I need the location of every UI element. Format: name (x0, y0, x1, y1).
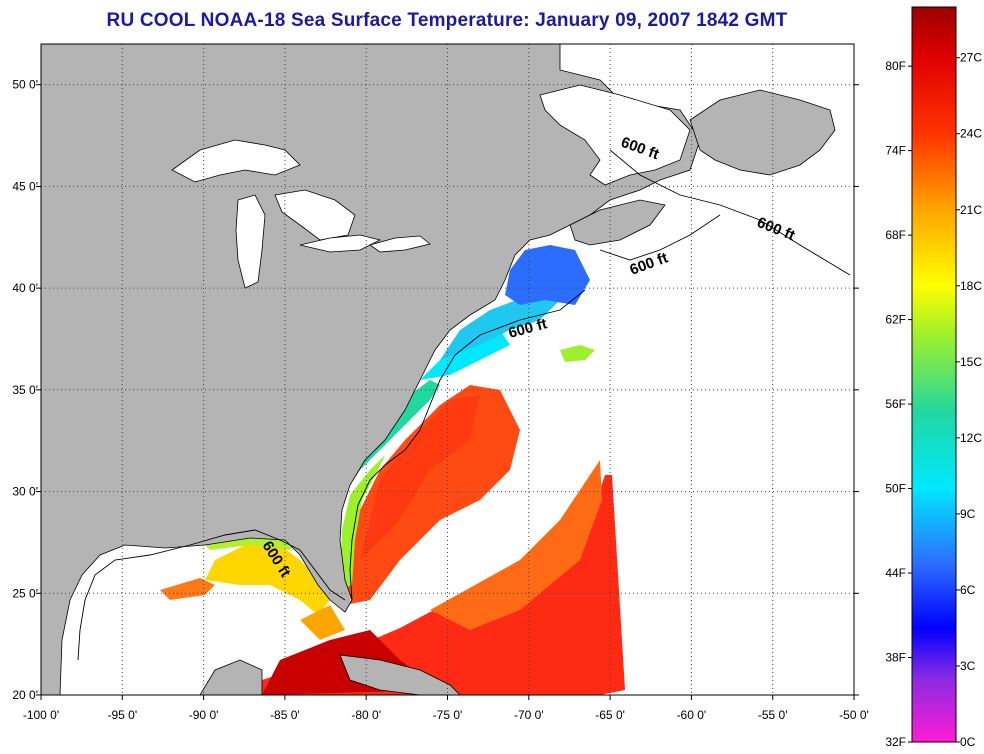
sst-gulf-mexico-orange (160, 578, 215, 600)
fahrenheit-label: 80F (885, 59, 906, 73)
cuba (339, 654, 461, 695)
longitude-axis: -100 0' -95 0' -90 0' -85 0' -80 0' -75 0' -70… (23, 695, 869, 722)
fahrenheit-label: 68F (885, 228, 906, 242)
celsius-label: 9C (960, 507, 976, 521)
sst-caribbean-north (262, 475, 625, 695)
lake-erie (299, 234, 382, 253)
lake-huron (274, 189, 356, 241)
x-tick-label: -100 0' (23, 708, 59, 722)
gridlines (41, 44, 854, 695)
sst-cape-hatteras (420, 330, 510, 380)
great-lakes (171, 84, 691, 289)
north-america-land (41, 44, 701, 695)
fahrenheit-label: 56F (885, 397, 906, 411)
yucatan (199, 659, 263, 695)
x-tick-label: -75 0' (433, 708, 463, 722)
x-tick-label: -90 0' (189, 708, 219, 722)
x-tick-label: -55 0' (758, 708, 788, 722)
fahrenheit-label: 44F (885, 566, 906, 580)
x-tick-label: -50 0' (839, 708, 869, 722)
sst-gulf-stream (345, 385, 520, 605)
lake-superior (171, 139, 301, 183)
sst-scotian-edge (560, 345, 595, 362)
y-tick-label: 45 0' (12, 179, 38, 193)
y-tick-label: 25 0' (12, 586, 38, 600)
celsius-label: 18C (960, 279, 982, 293)
celsius-label: 27C (960, 51, 982, 65)
y-tick-label: 50 0' (12, 78, 38, 92)
x-tick-label: -70 0' (514, 708, 544, 722)
sst-gulf-of-maine (505, 245, 590, 305)
x-tick-label: -85 0' (270, 708, 300, 722)
sst-atlantic-east (430, 460, 602, 630)
newfoundland (689, 89, 836, 176)
fahrenheit-label: 74F (885, 144, 906, 158)
x-tick-label: -60 0' (677, 708, 707, 722)
y-tick-label: 30 0' (12, 485, 38, 499)
fahrenheit-label: 50F (885, 482, 906, 496)
contour-scotian (599, 214, 721, 261)
celsius-label: 0C (960, 735, 976, 749)
celsius-label: 12C (960, 431, 982, 445)
land-layer (41, 44, 836, 695)
fahrenheit-labels: 32F 38F 44F 50F 56F 62F 68F 74F 80F (885, 59, 912, 749)
sst-mid-atlantic (340, 380, 440, 500)
celsius-label: 3C (960, 659, 976, 673)
depth-contour-600ft (77, 149, 851, 661)
fahrenheit-label: 38F (885, 651, 906, 665)
x-tick-label: -95 0' (107, 708, 137, 722)
sst-gulf-stream-inner (360, 395, 480, 560)
st-lawrence-gulf (539, 84, 691, 186)
celsius-labels: 0C 3C 6C 9C 12C 15C 18C 21C 24C 27C (956, 51, 982, 749)
sst-gulf-mexico-yellow (205, 545, 330, 615)
y-tick-label: 35 0' (12, 383, 38, 397)
lake-michigan (235, 194, 266, 289)
celsius-label: 6C (960, 583, 976, 597)
latitude-axis: 50 0' 45 0' 40 0' 35 0' 30 0' 25 0' 20 0' (12, 78, 859, 702)
map-title: RU COOL NOAA-18 Sea Surface Temperature:… (106, 10, 788, 31)
contour-east-coast (609, 149, 851, 276)
fahrenheit-label: 32F (885, 735, 906, 749)
contour-mid-atlantic (349, 289, 586, 601)
nova-scotia (569, 199, 666, 246)
celsius-label: 15C (960, 355, 982, 369)
y-tick-label: 40 0' (12, 281, 38, 295)
celsius-label: 24C (960, 127, 982, 141)
sst-gulf-south (300, 605, 345, 640)
colorbar-gradient (911, 6, 957, 743)
fahrenheit-label: 62F (885, 313, 906, 327)
celsius-label: 21C (960, 203, 982, 217)
contour-gulf (77, 529, 346, 661)
x-tick-label: -80 0' (351, 708, 381, 722)
y-tick-label: 20 0' (12, 688, 38, 702)
x-tick-label: -65 0' (595, 708, 625, 722)
lake-ontario (369, 235, 431, 253)
